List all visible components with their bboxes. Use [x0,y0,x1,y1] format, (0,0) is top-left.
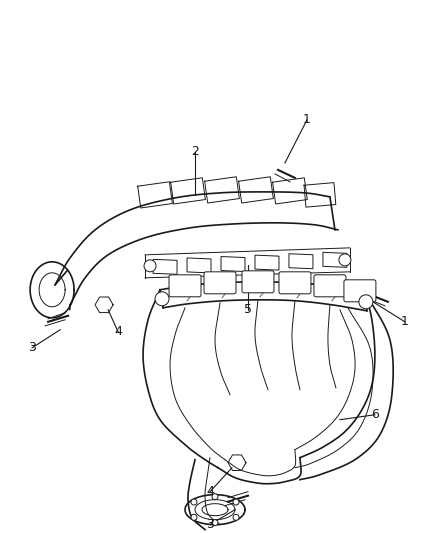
Circle shape [155,292,169,306]
Text: 4: 4 [206,485,214,498]
Circle shape [191,499,197,505]
FancyBboxPatch shape [344,280,376,302]
Text: 2: 2 [191,146,199,158]
Text: 1: 1 [401,316,409,328]
Circle shape [339,254,351,266]
Circle shape [233,514,239,520]
FancyBboxPatch shape [242,271,274,293]
Text: 6: 6 [371,408,379,421]
Text: 4: 4 [114,325,122,338]
Circle shape [212,520,218,526]
Circle shape [144,260,156,272]
Text: 3: 3 [206,518,214,531]
FancyBboxPatch shape [169,275,201,297]
Circle shape [359,295,373,309]
Text: 3: 3 [28,341,36,354]
Text: 1: 1 [303,114,311,126]
Polygon shape [187,258,211,273]
Circle shape [191,514,197,520]
FancyBboxPatch shape [314,275,346,297]
Polygon shape [255,255,279,270]
Polygon shape [289,254,313,269]
FancyBboxPatch shape [204,272,236,294]
Polygon shape [323,252,347,268]
FancyBboxPatch shape [279,272,311,294]
Polygon shape [221,256,245,271]
Circle shape [212,494,218,499]
Text: 5: 5 [244,303,252,316]
Circle shape [233,499,239,505]
Polygon shape [153,260,177,274]
